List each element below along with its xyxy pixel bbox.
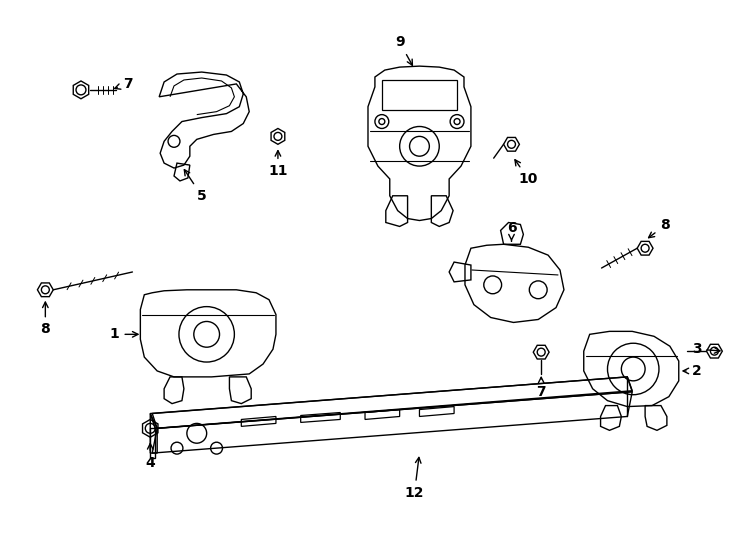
- Text: 9: 9: [395, 35, 413, 65]
- Text: 5: 5: [184, 170, 206, 203]
- Text: 10: 10: [515, 160, 538, 186]
- Text: 8: 8: [649, 219, 670, 238]
- Text: 2: 2: [683, 364, 702, 378]
- Text: 6: 6: [506, 221, 516, 241]
- Text: 11: 11: [268, 151, 288, 178]
- Text: 12: 12: [404, 457, 424, 500]
- Text: 3: 3: [691, 342, 720, 356]
- Text: 4: 4: [145, 443, 155, 470]
- Text: 7: 7: [115, 77, 132, 91]
- Text: 8: 8: [40, 302, 50, 336]
- Text: 7: 7: [537, 377, 546, 399]
- Text: 1: 1: [110, 327, 138, 341]
